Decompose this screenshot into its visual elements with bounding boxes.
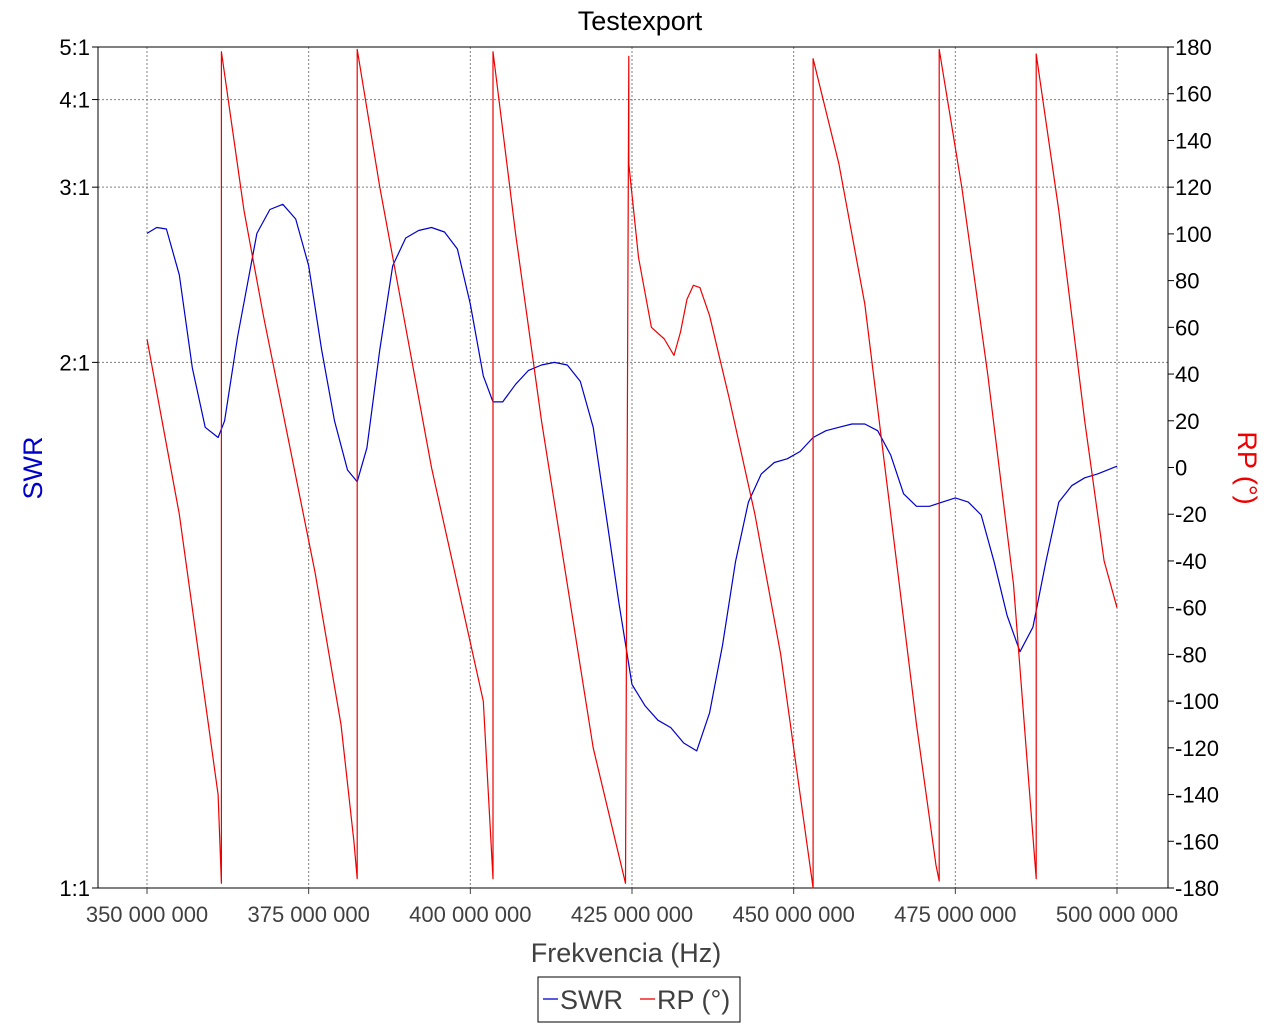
y-right-tick-label: -120 bbox=[1175, 736, 1219, 761]
y-right-tick-label: -160 bbox=[1175, 829, 1219, 854]
x-tick-label: 500 000 000 bbox=[1056, 902, 1178, 927]
y-right-tick-label: 0 bbox=[1175, 456, 1187, 481]
plot-frame bbox=[97, 46, 1169, 889]
y-right-tick-label: 180 bbox=[1175, 35, 1212, 60]
x-tick-label: 400 000 000 bbox=[409, 902, 531, 927]
legend-box bbox=[537, 976, 741, 1023]
y-left-tick-label: 2:1 bbox=[59, 350, 90, 375]
y-right-tick-label: 40 bbox=[1175, 362, 1199, 387]
y-right-tick-label: -80 bbox=[1175, 642, 1207, 667]
legend: SWR RP (°) bbox=[537, 976, 741, 1023]
chart-title: Testexport bbox=[578, 6, 703, 36]
y-right-tick-label: 100 bbox=[1175, 222, 1212, 247]
y-left-axis-label: SWR bbox=[18, 437, 48, 500]
y-right-tick-label: -140 bbox=[1175, 783, 1219, 808]
y-right-tick-label: 160 bbox=[1175, 82, 1212, 107]
y-left-tick-label: 3:1 bbox=[59, 175, 90, 200]
x-tick-label: 350 000 000 bbox=[86, 902, 208, 927]
y-right-axis-label: RP (°) bbox=[1232, 431, 1262, 504]
y-right-tick-label: -100 bbox=[1175, 689, 1219, 714]
ticks-layer: 350 000 000 375 000 000 400 000 000 425 000… bbox=[59, 35, 1219, 927]
x-tick-label: 450 000 000 bbox=[732, 902, 854, 927]
y-right-tick-label: -180 bbox=[1175, 876, 1219, 901]
legend-swr-label: SWR bbox=[560, 985, 623, 1015]
y-right-tick-label: 60 bbox=[1175, 315, 1199, 340]
y-left-tick-label: 4:1 bbox=[59, 88, 90, 113]
y-right-tick-label: -40 bbox=[1175, 549, 1207, 574]
x-axis-label: Frekvencia (Hz) bbox=[531, 938, 722, 968]
y-right-tick-label: 80 bbox=[1175, 269, 1199, 294]
y-right-tick-label: 120 bbox=[1175, 175, 1212, 200]
y-right-tick-label: 140 bbox=[1175, 128, 1212, 153]
y-right-tick-label: 20 bbox=[1175, 409, 1199, 434]
series-layer bbox=[146, 48, 1118, 889]
swr-series-line bbox=[146, 203, 1118, 752]
y-right-tick-label: -20 bbox=[1175, 502, 1207, 527]
y-right-tick-label: -60 bbox=[1175, 596, 1207, 621]
x-tick-label: 375 000 000 bbox=[247, 902, 369, 927]
rp-series-line bbox=[146, 48, 1118, 889]
grid-layer bbox=[98, 47, 1168, 888]
y-left-tick-label: 1:1 bbox=[59, 876, 90, 901]
y-left-tick-label: 5:1 bbox=[59, 35, 90, 60]
x-tick-label: 475 000 000 bbox=[894, 902, 1016, 927]
x-tick-label: 425 000 000 bbox=[571, 902, 693, 927]
legend-rp-label: RP (°) bbox=[657, 985, 730, 1015]
